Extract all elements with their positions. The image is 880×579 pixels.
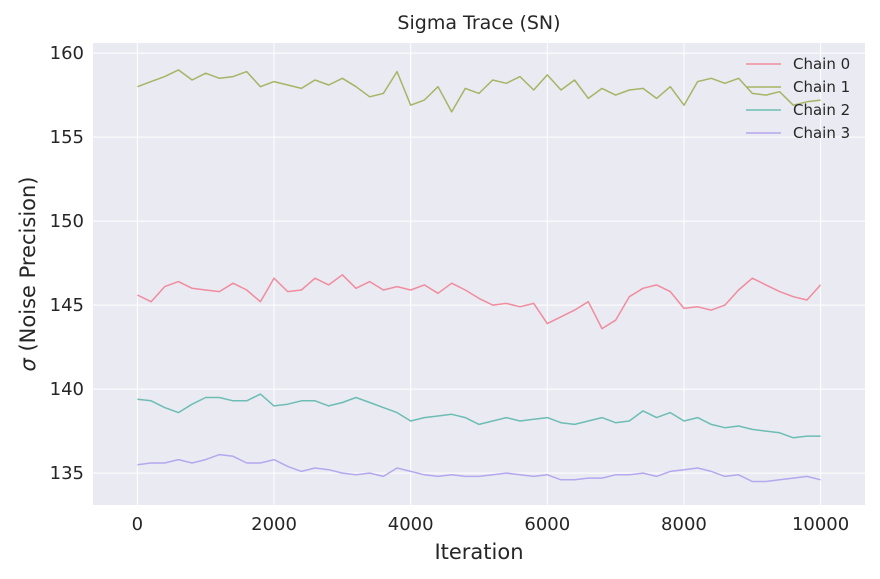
y-tick-label: 160 [50, 43, 84, 64]
legend-label: Chain 1 [793, 78, 850, 96]
y-axis-label: σ (Noise Precision) [16, 176, 40, 371]
chart-title: Sigma Trace (SN) [397, 12, 560, 34]
series-lines [137, 69, 822, 483]
x-tick-label: 0 [132, 514, 143, 535]
x-tick-labels: 0 2000 4000 6000 8000 10000 [132, 514, 850, 535]
series-line-chain-3 [137, 453, 821, 483]
series-line-chain-1 [137, 69, 821, 113]
y-axis-symbol: σ [16, 358, 40, 372]
legend-label: Chain 3 [793, 124, 850, 142]
x-tick-label: 8000 [661, 514, 707, 535]
x-tick-label: 2000 [251, 514, 297, 535]
x-tick-label: 4000 [388, 514, 434, 535]
y-axis-label-text: (Noise Precision) [16, 176, 40, 358]
series-line-chain-0 [137, 274, 822, 330]
legend: Chain 0 Chain 1 Chain 2 Chain 3 [746, 55, 850, 142]
y-tick-labels: 135 140 145 150 155 160 [50, 43, 84, 484]
plot-area [93, 43, 865, 505]
y-tick-label: 145 [50, 295, 84, 316]
y-tick-label: 135 [50, 463, 84, 484]
grid-lines [93, 43, 865, 505]
y-tick-label: 140 [50, 379, 84, 400]
legend-label: Chain 2 [793, 101, 850, 119]
legend-label: Chain 0 [793, 55, 850, 73]
x-axis-label: Iteration [434, 540, 523, 564]
y-tick-label: 150 [50, 211, 84, 232]
y-tick-label: 155 [50, 127, 84, 148]
x-tick-label: 6000 [524, 514, 570, 535]
x-tick-label: 10000 [792, 514, 849, 535]
series-line-chain-2 [137, 393, 821, 439]
